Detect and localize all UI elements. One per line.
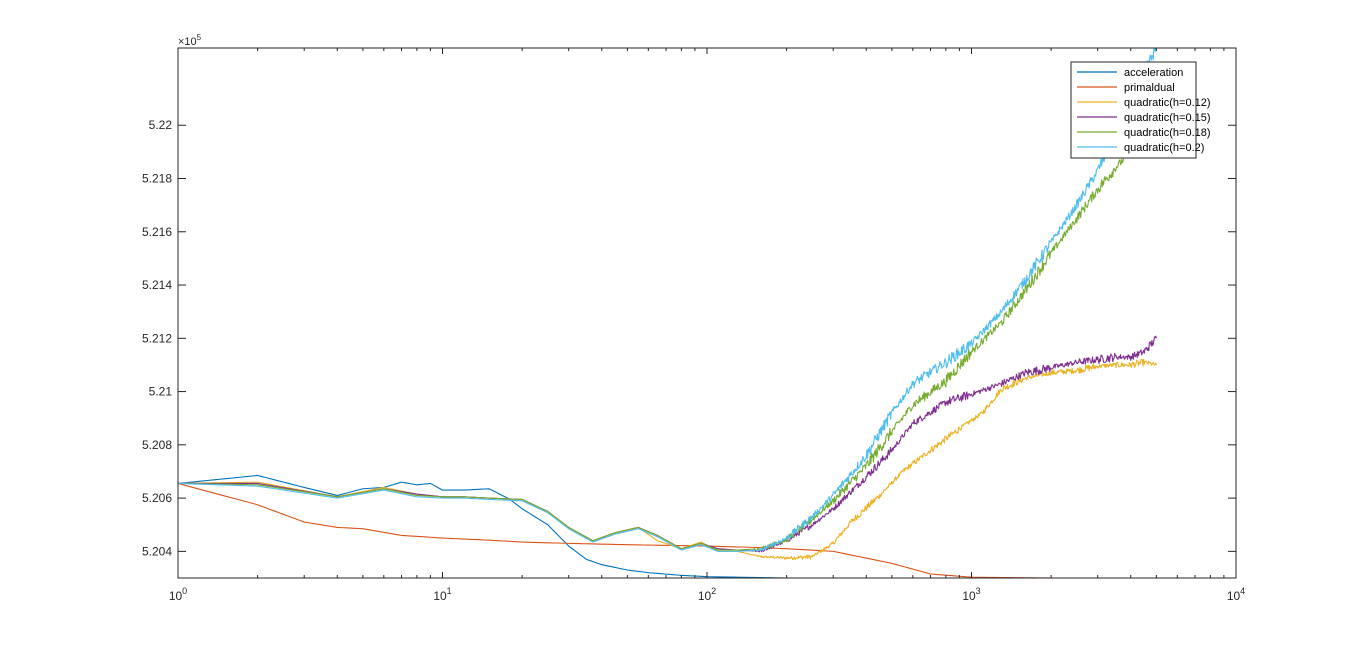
y-tick-label: 5.22: [149, 118, 173, 132]
x-tick-power: 4: [1240, 586, 1245, 596]
legend: acceleration primaldual quadratic(h=0.12) q…: [1070, 61, 1211, 159]
x-tick-base: 10: [962, 589, 976, 603]
series-layer: [178, 48, 1157, 578]
x-tick-base: 10: [433, 589, 447, 603]
y-tick-label: 5.208: [142, 438, 172, 452]
series-line-4: [178, 123, 1157, 551]
legend-label: quadratic(h=0.15): [1124, 112, 1211, 124]
y-tick-label: 5.212: [142, 331, 172, 345]
legend-box: [1070, 61, 1197, 159]
legend-label: quadratic(h=0.18): [1124, 127, 1211, 139]
y-tick-label: 5.214: [142, 278, 172, 292]
x-tick-power: 2: [711, 586, 716, 596]
x-tick-base: 10: [1227, 589, 1241, 603]
x-tick-base: 10: [698, 589, 712, 603]
legend-label: quadratic(h=0.2): [1124, 142, 1204, 154]
x-tick-label: 102: [698, 586, 716, 603]
x-tick-label: 101: [433, 586, 451, 603]
x-tick-base: 10: [169, 589, 183, 603]
legend-label: quadratic(h=0.12): [1124, 97, 1211, 109]
series-line-5: [178, 48, 1157, 552]
y-exponent-power: 5: [197, 33, 202, 42]
x-tick-label: 100: [169, 586, 187, 603]
x-tick-label: 104: [1227, 586, 1245, 603]
y-tick-label: 5.216: [142, 225, 172, 239]
x-tick-label: 103: [962, 586, 980, 603]
x-tick-power: 3: [976, 586, 981, 596]
series-line-1: [178, 482, 1157, 578]
y-tick-label: 5.206: [142, 491, 172, 505]
y-tick-label: 5.218: [142, 172, 172, 186]
legend-label: primaldual: [1124, 82, 1175, 94]
y-exponent-label: ×105: [178, 33, 202, 48]
x-tick-power: 1: [447, 586, 452, 596]
y-exponent-base: ×10: [178, 36, 197, 48]
x-tick-power: 0: [182, 586, 187, 596]
y-tick-label: 5.21: [149, 385, 173, 399]
plot-area: [178, 48, 1236, 578]
y-tick-label: 5.204: [142, 544, 172, 558]
series-line-0: [178, 474, 1157, 578]
ticks-layer: 100 101 102 103 1045.2045.2065.2085.215.2125…: [142, 48, 1245, 603]
legend-label: acceleration: [1124, 67, 1183, 79]
